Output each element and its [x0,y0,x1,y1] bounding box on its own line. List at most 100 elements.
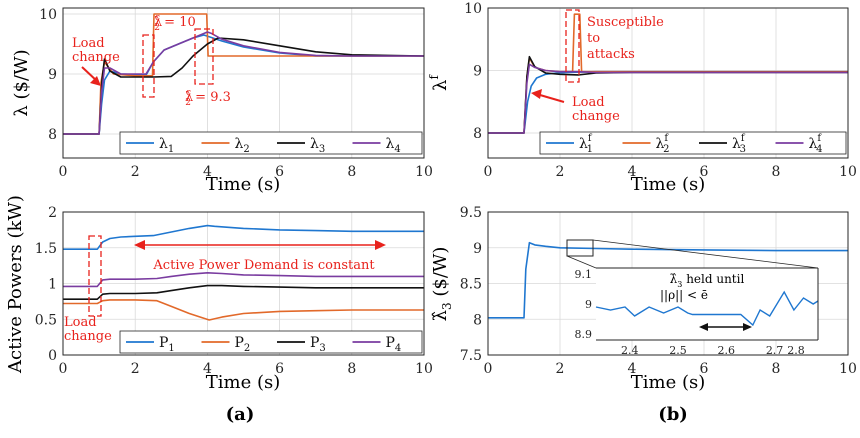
legend-label: λf 4 [809,133,823,155]
legend-label: P4 [386,335,402,354]
load-change-arrowhead [531,89,542,99]
x-tick-label: 10 [415,164,433,180]
series-line-3 [63,284,424,301]
series-line-1 [488,241,848,319]
legend-box [119,330,423,354]
y-tick-label: 8 [48,127,57,143]
inset-tick-labels: 2.4 2.5 2.6 2.7 2.8 8.9 9 9.1 [575,268,805,357]
lambda2-cap-93-label: λ2c = 9.3 [185,88,231,108]
series-line-4 [488,63,848,134]
x-tick-label: 8 [347,164,356,180]
y-tick-label: 1 [48,277,57,293]
y-tick-label: 9.5 [460,205,482,221]
y-axis-label: Active Powers (kW) [5,195,26,374]
x-tick-label: 6 [700,361,709,377]
chart-lambda-hat: 0 2 4 6 8 10 7.5 8 8.5 9 9.5 Time (s) λ̂3 ($/W) 2.… [430,205,857,393]
x-tick-label: 2 [556,361,565,377]
inset-x-tick-label: 2.4 [621,344,639,357]
series-group [488,241,848,319]
x-axis-label: Time (s) [206,372,281,393]
legend-box [119,131,423,155]
held-interval-arrowhead-left [699,323,708,331]
held-interval-arrowhead-right [743,323,752,331]
y-tick-label: 0 [48,348,57,364]
panel-label-b: (b) [658,404,688,425]
series-line-4 [63,271,424,288]
legend-label: P1 [159,335,175,354]
attack-box [565,9,580,83]
axes-box [62,211,425,356]
zoom-connector-left [566,255,597,269]
x-tick-label: 4 [203,361,212,377]
series-line-3 [63,37,424,135]
inset-series-line [595,290,819,327]
lambda2-jump-box [142,34,155,98]
legend-label: λ4 [386,136,401,155]
x-tick-label: 2 [556,164,565,180]
y-tick-label: 0.5 [35,312,57,328]
y-tick-label: 8 [473,126,482,142]
inset-x-tick-label: 2.5 [669,344,687,357]
x-tick-label: 6 [275,361,284,377]
tick-labels: 0 2 4 6 8 10 8 9 10 [39,7,433,180]
inset-chart: 2.4 2.5 2.6 2.7 2.8 8.9 9 9.1 λ̂3 held until ||… [575,267,819,357]
load-change-arrow-line [539,94,565,103]
x-tick-label: 8 [772,164,781,180]
load-change-label-line1: Load [572,95,605,110]
x-axis-label: Time (s) [631,174,706,195]
zoom-connector-right [592,239,819,269]
y-tick-label: 7.5 [460,348,482,364]
legend-label: λf 3 [732,133,746,155]
inset-title-line2: ||ρ|| < ē [660,288,708,302]
y-tick-label: 10 [464,1,482,17]
chart-active-powers: 0 2 4 6 8 10 0 0.5 1 1.5 2 Time (s) Active Powers … [5,195,433,393]
y-tick-label: 2 [48,205,57,221]
legend-box [539,131,847,155]
inset-x-tick-label: 2.6 [718,344,736,357]
y-tick-label: 8.5 [460,277,482,293]
load-change-label-line1: Load [64,315,97,330]
axes-box [487,7,849,159]
series-line-1 [63,224,424,250]
x-tick-label: 2 [131,361,140,377]
load-change-label-line1: Load [72,36,105,51]
inset-y-tick-label: 9 [585,298,592,311]
legend: P1 P2 P3 P4 [119,330,423,354]
y-tick-label: 10 [39,7,57,23]
x-tick-label: 8 [772,361,781,377]
inset-title-line1: λ̂3 held until [670,272,745,289]
x-tick-label: 10 [415,361,433,377]
susceptible-label-line3: attacks [587,47,635,62]
tick-labels: 0 2 4 6 8 10 7.5 8 8.5 9 9.5 [460,205,857,377]
lambda2-cap-10-label: λ2c = 10 [154,13,196,33]
x-tick-label: 0 [484,164,493,180]
inset-series-group [595,290,819,327]
legend-label: λ2 [235,136,250,155]
demand-label: Active Power Demand is constant [152,258,375,273]
y-tick-label: 9 [473,64,482,80]
x-tick-label: 2 [131,164,140,180]
y-axis-label: λ ($/W) [11,49,32,116]
x-tick-label: 0 [484,361,493,377]
chart-lambda: 0 2 4 6 8 10 8 9 10 Time (s) λ ($/W) λ1 λ2 λ3 λ4 Lo… [11,7,433,195]
susceptible-label-line2: to [587,31,600,46]
load-change-label-line2: change [64,329,112,344]
y-tick-label: 1.5 [35,241,57,257]
demand-arrowhead-left [134,240,145,250]
load-change-label-line2: change [72,50,120,65]
x-tick-label: 0 [59,361,68,377]
x-tick-label: 6 [275,164,284,180]
lambda2-drop-box [194,28,214,85]
y-tick-label: 8 [473,312,482,328]
inset-y-tick-label: 9.1 [575,268,593,281]
legend-label: λ1 [159,136,174,155]
x-tick-label: 8 [347,361,356,377]
legend-label: λf 2 [656,133,670,155]
load-change-label-line2: change [572,109,620,124]
x-tick-label: 6 [700,164,709,180]
inset-y-tick-label: 8.9 [575,328,593,341]
series-line-2 [63,299,424,321]
axes-box [62,7,425,159]
load-change-arrowhead [90,76,101,86]
legend-label: P2 [235,335,251,354]
